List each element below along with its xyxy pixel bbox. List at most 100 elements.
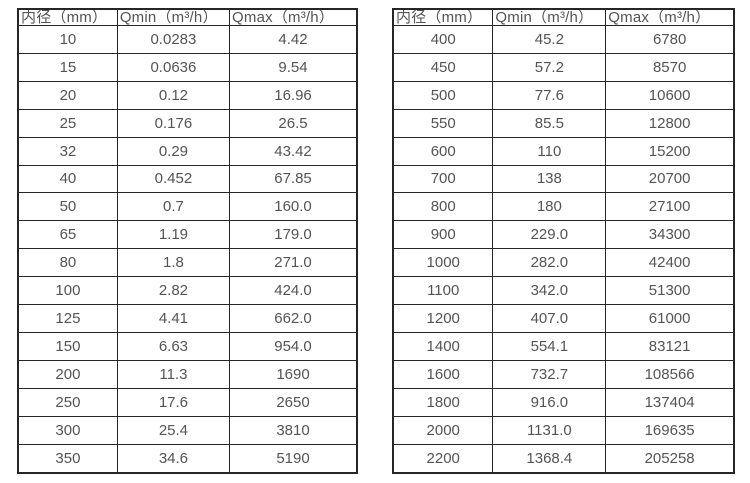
table-header-row: 内径（mm） Qmin（m³/h） Qmax（m³/h） [17,8,358,26]
table-cell: 100 [17,276,118,306]
table-row: 500 77.6 10600 [392,80,735,110]
table-row: 1200 407.0 61000 [392,304,735,333]
table-cell: 2650 [229,387,358,417]
table-cell: 10 [17,25,118,54]
table-cell: 80 [17,248,118,278]
table-cell: 180 [492,192,607,222]
table-cell: 77.6 [492,80,607,110]
table-row: 15 0.0636 9.54 [17,52,358,82]
table-row: 1600 732.7 108566 [392,359,735,389]
table-cell: 1100 [392,276,494,306]
table-cell: 954.0 [229,331,358,361]
table-cell: 40 [17,164,118,194]
table-row: 800 180 27100 [392,192,735,222]
table-cell: 916.0 [492,387,607,417]
table-cell: 0.176 [116,108,231,138]
table-cell: 20700 [605,164,735,194]
column-header-inner-diameter: 内径（mm） [17,8,118,26]
table-cell: 1.19 [116,220,231,250]
table-cell: 2200 [392,443,494,474]
table-row: 50 0.7 160.0 [17,192,358,222]
flow-spec-table-small-diameters: 内径（mm） Qmin（m³/h） Qmax（m³/h） 10 0.0283 4.4… [17,8,358,474]
table-row: 1100 342.0 51300 [392,276,735,306]
table-cell: 26.5 [229,108,358,138]
table-cell: 1400 [392,331,494,361]
table-cell: 179.0 [229,220,358,250]
table-cell: 125 [17,304,118,333]
table-row: 1000 282.0 42400 [392,248,735,278]
table-cell: 282.0 [492,248,607,278]
table-cell: 9.54 [229,52,358,82]
table-row: 550 85.5 12800 [392,108,735,138]
table-cell: 300 [17,415,118,445]
table-row: 65 1.19 179.0 [17,220,358,250]
table-cell: 900 [392,220,494,250]
table-row: 20 0.12 16.96 [17,80,358,110]
table-cell: 0.452 [116,164,231,194]
table-cell: 271.0 [229,248,358,278]
column-header-inner-diameter: 内径（mm） [392,8,494,26]
table-cell: 85.5 [492,108,607,138]
table-cell: 15200 [605,136,735,166]
table-cell: 32 [17,136,118,166]
table-cell: 11.3 [116,359,231,389]
table-row: 80 1.8 271.0 [17,248,358,278]
table-row: 1800 916.0 137404 [392,387,735,417]
table-cell: 138 [492,164,607,194]
table-cell: 229.0 [492,220,607,250]
table-row: 2200 1368.4 205258 [392,443,735,474]
table-cell: 25.4 [116,415,231,445]
table-row: 200 11.3 1690 [17,359,358,389]
table-cell: 0.0283 [116,25,231,54]
flow-spec-table-large-diameters: 内径（mm） Qmin（m³/h） Qmax（m³/h） 400 45.2 6780… [392,8,735,474]
table-cell: 6.63 [116,331,231,361]
table-cell: 160.0 [229,192,358,222]
table-cell: 350 [17,443,118,474]
table-cell: 16.96 [229,80,358,110]
table-cell: 1600 [392,359,494,389]
tables-container: 内径（mm） Qmin（m³/h） Qmax（m³/h） 10 0.0283 4.4… [17,8,735,474]
table-cell: 169635 [605,415,735,445]
table-cell: 424.0 [229,276,358,306]
table-row: 32 0.29 43.42 [17,136,358,166]
table-cell: 12800 [605,108,735,138]
table-cell: 3810 [229,415,358,445]
table-cell: 45.2 [492,25,607,54]
table-cell: 50 [17,192,118,222]
table-cell: 0.0636 [116,52,231,82]
table-cell: 0.29 [116,136,231,166]
table-cell: 10600 [605,80,735,110]
table-cell: 150 [17,331,118,361]
table-cell: 800 [392,192,494,222]
table-cell: 0.7 [116,192,231,222]
table-row: 10 0.0283 4.42 [17,25,358,54]
table-cell: 450 [392,52,494,82]
table-cell: 0.12 [116,80,231,110]
table-row: 250 17.6 2650 [17,387,358,417]
table-cell: 1000 [392,248,494,278]
table-cell: 600 [392,136,494,166]
table-row: 700 138 20700 [392,164,735,194]
table-cell: 205258 [605,443,735,474]
table-cell: 5190 [229,443,358,474]
table-cell: 2.82 [116,276,231,306]
table-cell: 1200 [392,304,494,333]
table-cell: 1690 [229,359,358,389]
table-cell: 57.2 [492,52,607,82]
table-cell: 407.0 [492,304,607,333]
table-cell: 61000 [605,304,735,333]
table-cell: 27100 [605,192,735,222]
table-cell: 700 [392,164,494,194]
table-cell: 6780 [605,25,735,54]
table-cell: 550 [392,108,494,138]
table-cell: 400 [392,25,494,54]
table-cell: 15 [17,52,118,82]
table-row: 100 2.82 424.0 [17,276,358,306]
table-row: 600 110 15200 [392,136,735,166]
table-cell: 4.42 [229,25,358,54]
table-row: 125 4.41 662.0 [17,304,358,333]
table-cell: 342.0 [492,276,607,306]
table-cell: 43.42 [229,136,358,166]
column-header-qmin: Qmin（m³/h） [116,8,231,26]
table-cell: 17.6 [116,387,231,417]
